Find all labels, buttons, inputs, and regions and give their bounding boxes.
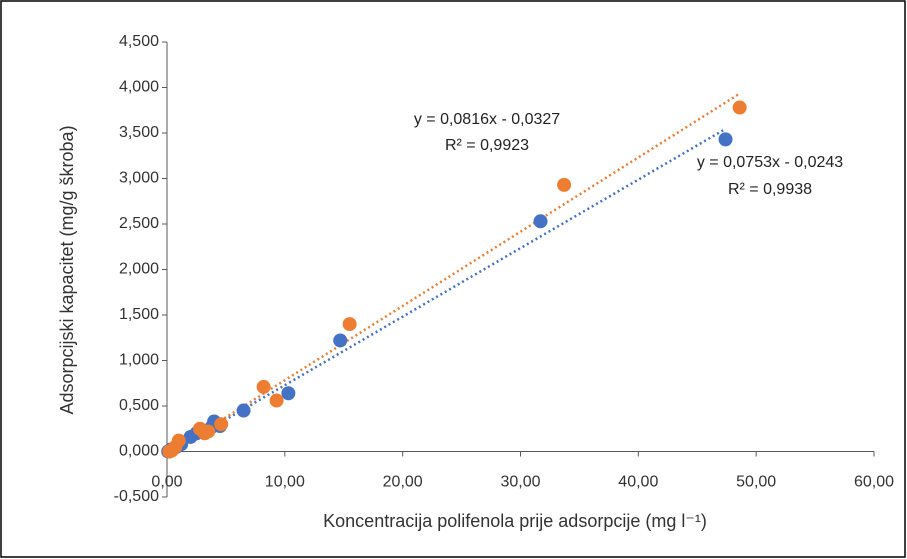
point — [533, 214, 548, 229]
y-tick-label: 2,500 — [119, 215, 159, 232]
trendline-equation: y = 0,0753x - 0,0243 — [697, 154, 843, 171]
point — [256, 379, 271, 394]
y-tick-label: 4,500 — [119, 33, 159, 50]
point — [236, 403, 251, 418]
y-tick-label: 2,000 — [119, 261, 159, 278]
y-tick-label: 4,000 — [119, 79, 159, 96]
trendline-r2: R² = 0,9923 — [445, 137, 529, 154]
point — [269, 393, 284, 408]
point — [192, 421, 207, 436]
y-tick-label: 3,500 — [119, 124, 159, 141]
x-tick-label: 60,00 — [854, 474, 894, 491]
trendline — [168, 92, 741, 455]
y-tick-label: 1,000 — [119, 352, 159, 369]
point — [183, 429, 198, 444]
point — [333, 333, 348, 348]
x-tick-label: 20,00 — [383, 474, 423, 491]
point — [162, 444, 177, 459]
y-tick-label: 3,000 — [119, 170, 159, 187]
y-tick-label: 0,500 — [119, 397, 159, 414]
x-tick-label: 30,00 — [500, 474, 540, 491]
trendline-r2: R² = 0,9938 — [728, 181, 812, 198]
y-tick-label: 1,500 — [119, 306, 159, 323]
x-axis-title: Koncentracija polifenola prije adsorpcij… — [323, 511, 707, 531]
x-tick-label: 40,00 — [618, 474, 658, 491]
x-tick-label: 50,00 — [736, 474, 776, 491]
y-tick-label: 0,000 — [119, 443, 159, 460]
point — [214, 417, 229, 432]
point — [557, 177, 572, 192]
y-tick-label: -0,500 — [114, 488, 159, 505]
x-tick-label: 10,00 — [265, 474, 305, 491]
trendline-equation: y = 0,0816x - 0,0327 — [414, 111, 560, 128]
point — [732, 100, 747, 115]
point — [718, 132, 733, 147]
point — [342, 317, 357, 332]
x-tick-label: 0,00 — [151, 474, 182, 491]
y-axis-title: Adsorpcijski kapacitet (mg/g škroba) — [57, 125, 77, 414]
point — [281, 386, 296, 401]
